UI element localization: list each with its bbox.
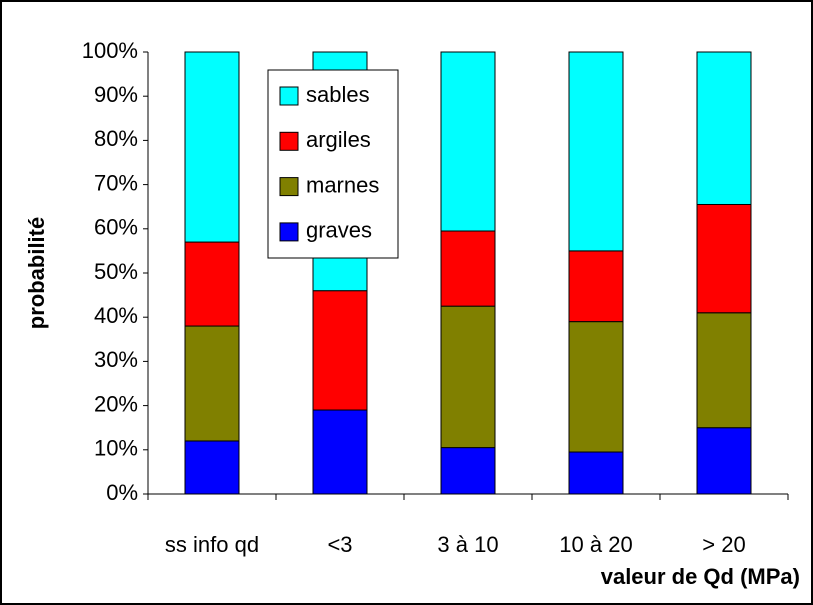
x-tick-label: ss info qd: [164, 532, 260, 557]
x-axis-title: valeur de Qd (MPa): [601, 564, 800, 589]
bar-segment: [440, 230, 496, 307]
y-tick-label: 50%: [94, 259, 138, 284]
bar-segment: [440, 447, 496, 495]
y-axis-title: probabilité: [24, 217, 49, 329]
y-tick-label: 10%: [94, 436, 138, 461]
bar-segment: [184, 51, 240, 243]
y-tick-label: 40%: [94, 303, 138, 328]
y-tick-label: 100%: [82, 38, 138, 63]
y-tick-label: 90%: [94, 82, 138, 107]
bar-segment: [184, 325, 240, 442]
legend-label: marnes: [306, 172, 379, 197]
bar-segment: [440, 51, 496, 232]
legend-label: sables: [306, 82, 370, 107]
bar-segment: [696, 427, 752, 495]
y-tick-label: 20%: [94, 391, 138, 416]
y-tick-label: 0%: [106, 480, 138, 505]
bar-segment: [440, 305, 496, 449]
y-tick-label: 30%: [94, 347, 138, 372]
bar-segment: [568, 51, 624, 252]
x-tick-label: <3: [327, 532, 353, 557]
y-tick-label: 70%: [94, 170, 138, 195]
bar-segment: [696, 203, 752, 314]
bar-segment: [568, 250, 624, 323]
legend-swatch: [279, 222, 299, 242]
bar-segment: [568, 451, 624, 495]
bar-segment: [184, 440, 240, 495]
y-tick-label: 80%: [94, 126, 138, 151]
bar-segment: [696, 312, 752, 429]
bar-segment: [312, 409, 368, 495]
legend-swatch: [279, 131, 299, 151]
x-tick-label: 10 à 20: [559, 532, 633, 557]
bar-segment: [568, 321, 624, 453]
bar-segment: [696, 51, 752, 205]
legend-swatch: [279, 86, 299, 106]
bar-segment: [184, 241, 240, 327]
legend-swatch: [279, 177, 299, 197]
y-tick-label: 60%: [94, 215, 138, 240]
legend-label: graves: [306, 218, 372, 243]
x-tick-label: > 20: [702, 532, 746, 557]
x-tick-label: 3 à 10: [437, 532, 499, 557]
legend-label: argiles: [306, 127, 371, 152]
bar-segment: [312, 290, 368, 411]
